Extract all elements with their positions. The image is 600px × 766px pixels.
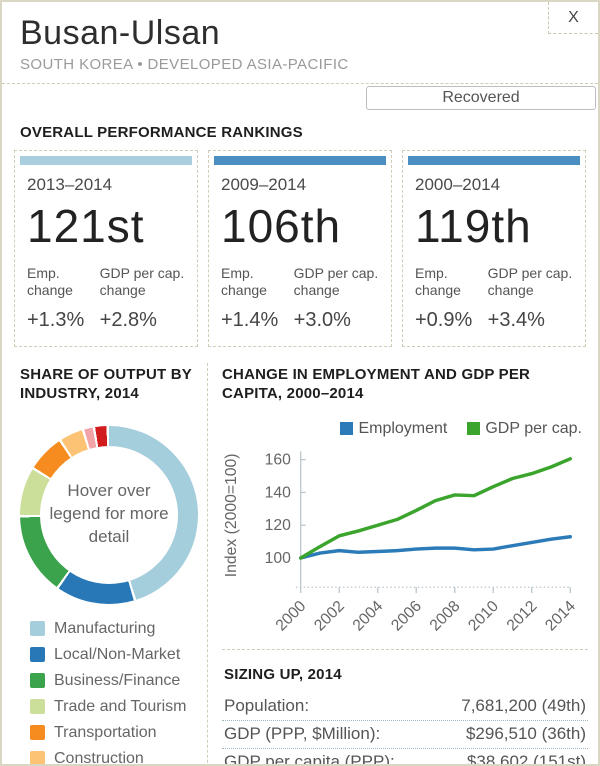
emp-change-label: Emp. change [27,265,73,298]
card-accent-bar [20,156,192,165]
legend-item-employment: Employment [340,420,447,438]
card-rank: 121st [27,200,145,252]
legend-label: Employment [358,419,448,437]
svg-text:Index (2000=100): Index (2000=100) [223,453,240,577]
emp-change-value: +1.3% [27,308,85,331]
legend-item-manufacturing[interactable]: Manufacturing [30,620,197,638]
trend-column: CHANGE IN EMPLOYMENT AND GDP PER CAPITA,… [208,363,598,766]
donut-hole [40,445,178,584]
ranking-card-2009-2014: 2009–2014 106th Emp. change GDP per cap.… [208,150,392,347]
transportation-swatch-icon [30,725,45,741]
legend-label: GDP per cap. [485,419,582,437]
rankings-heading: OVERALL PERFORMANCE RANKINGS [20,124,303,141]
legend-item-business-finance[interactable]: Business/Finance [30,672,197,690]
gdp-change-value: +3.4% [487,308,545,331]
card-rank: 106th [221,200,342,252]
gdp-change-label: GDP per cap. change [487,265,573,298]
row-value: $296,510 (36th) [465,723,586,743]
legend-item-gdp-per-cap: GDP per cap. [467,420,582,438]
svg-text:160: 160 [265,451,292,468]
card-rank: 119th [415,200,532,252]
svg-text:2004: 2004 [350,597,387,634]
legend-label: Transportation [54,723,157,741]
line-chart-legend: Employment GDP per cap. [222,420,582,438]
svg-text:2010: 2010 [465,597,502,634]
bottom-section: SHARE OF OUTPUT BY INDUSTRY, 2014 Hover … [2,362,598,766]
gdp-per-cap-swatch-icon [467,422,481,436]
card-accent-bar [214,156,386,165]
status-row: Recovered [2,84,598,110]
ranking-card-2013-2014: 2013–2014 121st Emp. change GDP per cap.… [14,150,198,347]
row-value: $38,602 (151st) [466,751,586,766]
close-button[interactable]: X [548,2,598,34]
local-non-market-swatch-icon [30,647,45,663]
industry-heading: SHARE OF OUTPUT BY INDUSTRY, 2014 [20,365,192,403]
svg-text:140: 140 [265,484,292,501]
row-label: GDP per capita (PPP): [224,751,395,766]
svg-text:2000: 2000 [273,597,310,634]
row-value: 7,681,200 (49th) [461,695,586,715]
card-period: 2013–2014 [27,175,113,194]
svg-text:2006: 2006 [388,597,425,634]
svg-text:2014: 2014 [542,597,579,634]
svg-text:2002: 2002 [311,597,348,634]
employment-gdp-chart-heading: CHANGE IN EMPLOYMENT AND GDP PER CAPITA,… [222,365,531,403]
manufacturing-swatch-icon [30,621,45,637]
emp-change-label: Emp. change [415,265,461,298]
industry-donut-chart[interactable]: Hover over legend for more detail [20,425,198,604]
business-finance-swatch-icon [30,673,45,689]
legend-label: Manufacturing [54,619,156,637]
donut-center-hint: Hover over legend for more detail [49,481,169,547]
industry-legend: Manufacturing Local/Non-Market Business/… [30,620,197,766]
table-row-gdp: GDP (PPP, $Million): $296,510 (36th) [222,721,588,749]
employment-swatch-icon [340,422,354,436]
table-row-gdp-per-capita: GDP per capita (PPP): $38,602 (151st) [222,749,588,766]
legend-label: Business/Finance [54,671,181,689]
construction-swatch-icon [30,751,45,764]
legend-item-local-non-market[interactable]: Local/Non-Market [30,646,197,664]
ranking-card-2000-2014: 2000–2014 119th Emp. change GDP per cap.… [402,150,586,347]
recovery-status-button[interactable]: Recovered [366,86,596,110]
emp-change-value: +0.9% [415,308,473,331]
gdp-change-value: +3.0% [293,308,351,331]
card-period: 2009–2014 [221,175,307,194]
legend-item-construction[interactable]: Construction [30,749,197,766]
sizing-table: Population: 7,681,200 (49th) GDP (PPP, $… [222,693,588,766]
legend-label: Local/Non-Market [54,645,181,663]
legend-label: Construction [54,749,144,766]
emp-change-label: Emp. change [221,265,267,298]
sizing-divider [222,648,588,650]
industry-column: SHARE OF OUTPUT BY INDUSTRY, 2014 Hover … [2,362,208,766]
status-badge: Recovered [442,89,520,106]
legend-label: Trade and Tourism [54,697,187,715]
gdp-change-label: GDP per cap. change [99,265,185,298]
sizing-heading: SIZING UP, 2014 [224,665,342,683]
card-period: 2000–2014 [415,175,501,194]
trade-tourism-swatch-icon [30,699,45,715]
header: Busan-Ulsan SOUTH KOREA • DEVELOPED ASIA… [2,2,598,73]
row-label: GDP (PPP, $Million): [224,723,381,743]
page-subtitle: SOUTH KOREA • DEVELOPED ASIA-PACIFIC [20,56,349,73]
table-row-population: Population: 7,681,200 (49th) [222,693,588,721]
svg-text:100: 100 [265,550,292,567]
gdp-change-value: +2.8% [99,308,157,331]
gdp-change-label: GDP per cap. change [293,265,379,298]
card-accent-bar [408,156,580,165]
page-title: Busan-Ulsan [20,14,221,52]
legend-item-trade-tourism[interactable]: Trade and Tourism [30,698,197,716]
svg-text:2008: 2008 [427,597,464,634]
employment-gdp-line-chart: 100 120 140 160 2000 2002 2004 2006 2008 2010 2012… [223,451,579,634]
close-icon: X [568,8,579,26]
legend-item-transportation[interactable]: Transportation [30,724,197,742]
ranking-cards: 2013–2014 121st Emp. change GDP per cap.… [2,150,598,347]
svg-text:2012: 2012 [504,597,541,634]
svg-text:120: 120 [265,517,292,534]
emp-change-value: +1.4% [221,308,279,331]
row-label: Population: [224,695,310,715]
header-divider [2,83,598,84]
